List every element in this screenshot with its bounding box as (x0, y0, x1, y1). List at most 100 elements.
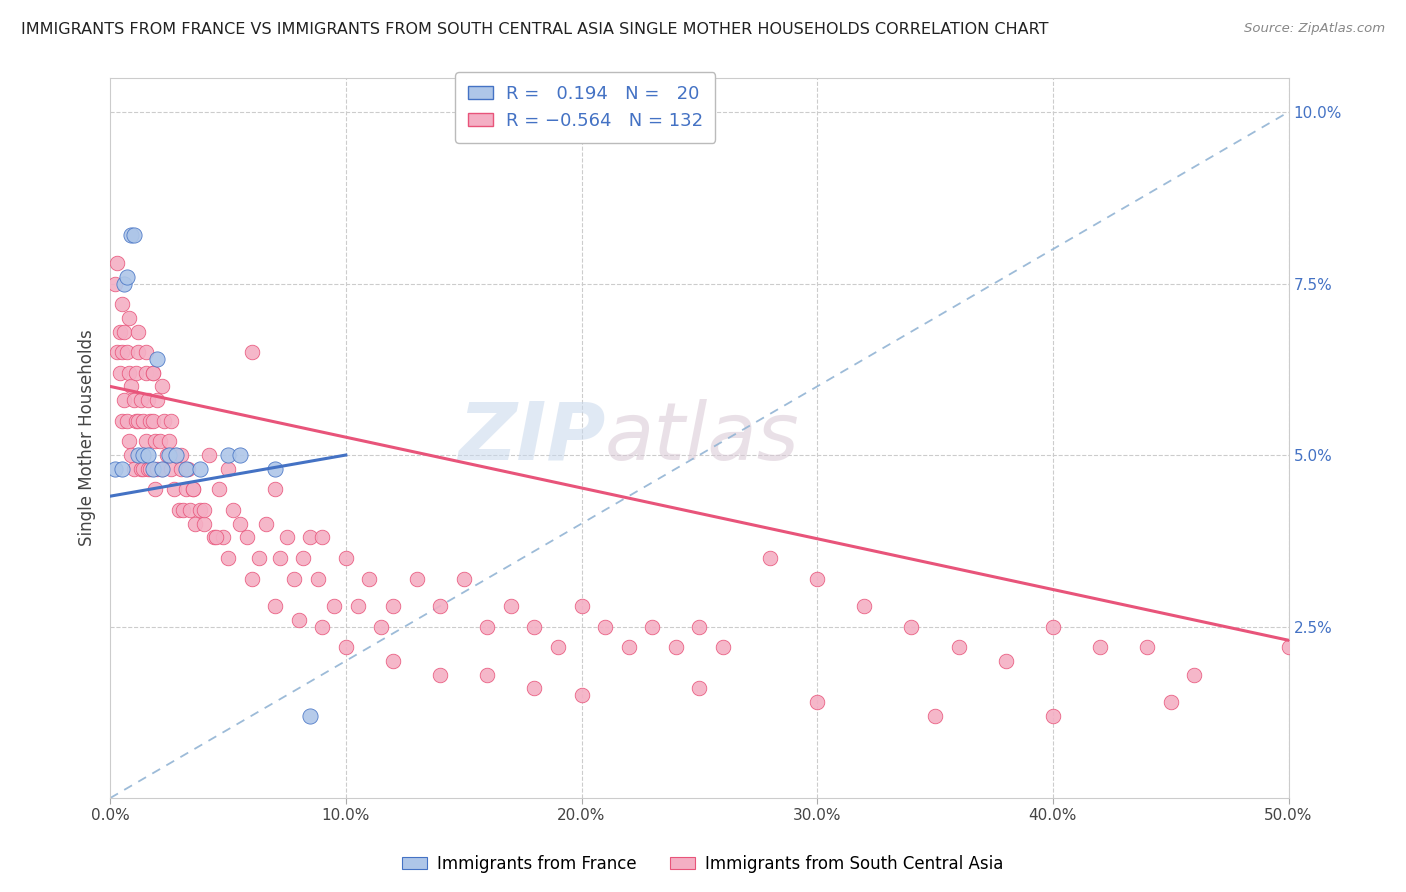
Point (111, 297, 134, 311)
Legend: Immigrants from France, Immigrants from South Central Asia: Immigrants from France, Immigrants from … (395, 848, 1011, 880)
Point (165, 448, 187, 462)
Point (205, 530, 228, 544)
Point (174, 462, 197, 476)
Point (125, 414, 148, 428)
Point (132, 462, 155, 476)
Point (292, 550, 315, 565)
Point (129, 393, 152, 408)
Point (499, 599, 522, 613)
Point (105, 345, 128, 359)
Point (571, 599, 593, 613)
Point (229, 516, 252, 531)
Point (142, 366, 165, 380)
Point (160, 414, 183, 428)
Point (142, 366, 165, 380)
Point (122, 462, 145, 476)
Point (1136, 640, 1159, 654)
Point (115, 269, 138, 284)
Point (146, 393, 169, 408)
Point (165, 448, 187, 462)
Point (1182, 667, 1205, 681)
Point (477, 619, 499, 633)
Point (136, 448, 159, 462)
Point (181, 483, 204, 497)
Point (806, 695, 828, 709)
Point (1277, 640, 1299, 654)
Point (212, 530, 235, 544)
Point (122, 228, 145, 243)
Point (593, 619, 616, 633)
Point (207, 483, 229, 497)
Point (115, 414, 138, 428)
Point (665, 640, 688, 654)
Point (1042, 619, 1064, 633)
Point (193, 503, 215, 517)
Point (142, 462, 165, 476)
Point (335, 640, 357, 654)
Point (711, 640, 734, 654)
Point (264, 462, 287, 476)
Point (381, 654, 404, 668)
Point (118, 310, 141, 325)
Point (139, 414, 162, 428)
Point (112, 393, 135, 408)
Point (299, 530, 322, 544)
Point (134, 434, 156, 449)
Point (111, 414, 134, 428)
Point (143, 483, 166, 497)
Point (179, 503, 201, 517)
Point (146, 462, 169, 476)
Point (287, 613, 309, 627)
Point (160, 462, 183, 476)
Point (157, 434, 180, 449)
Point (994, 654, 1017, 668)
Point (127, 325, 149, 339)
Legend: R =   0.194   N =   20, R = −0.564   N = 132: R = 0.194 N = 20, R = −0.564 N = 132 (456, 72, 716, 143)
Point (1160, 695, 1182, 709)
Point (299, 708, 322, 723)
Point (323, 599, 346, 613)
Point (264, 483, 287, 497)
Point (688, 619, 710, 633)
Point (429, 599, 451, 613)
Point (108, 325, 131, 339)
Point (134, 345, 156, 359)
Point (335, 550, 357, 565)
Point (853, 599, 876, 613)
Point (127, 414, 149, 428)
Point (900, 619, 922, 633)
Point (217, 448, 239, 462)
Point (134, 366, 156, 380)
Point (153, 414, 176, 428)
Point (122, 393, 145, 408)
Point (177, 462, 200, 476)
Point (240, 345, 263, 359)
Point (1088, 640, 1111, 654)
Point (311, 530, 333, 544)
Point (143, 434, 166, 449)
Point (523, 619, 546, 633)
Point (118, 366, 141, 380)
Point (120, 228, 142, 243)
Point (150, 379, 173, 393)
Point (174, 483, 197, 497)
Point (924, 708, 946, 723)
Point (129, 462, 152, 476)
Point (240, 572, 263, 586)
Point (136, 393, 159, 408)
Y-axis label: Single Mother Households: Single Mother Households (79, 329, 96, 546)
Point (346, 599, 368, 613)
Point (264, 599, 287, 613)
Point (188, 462, 211, 476)
Point (307, 572, 329, 586)
Point (198, 448, 221, 462)
Point (118, 434, 141, 449)
Point (806, 572, 828, 586)
Point (136, 462, 159, 476)
Point (120, 448, 142, 462)
Point (170, 462, 193, 476)
Point (453, 572, 475, 586)
Point (150, 462, 173, 476)
Point (181, 483, 204, 497)
Text: ZIP: ZIP (458, 399, 605, 477)
